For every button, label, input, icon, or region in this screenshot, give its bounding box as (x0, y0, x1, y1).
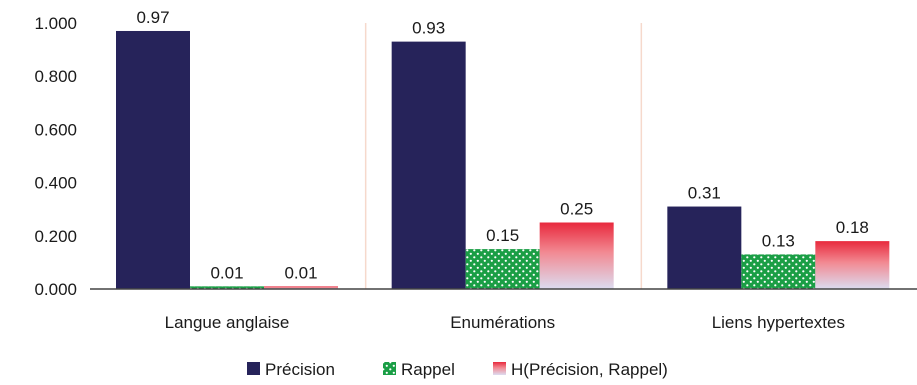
category-separators (364, 23, 643, 289)
bar-rappel (465, 249, 540, 289)
data-label: 0.31 (688, 184, 721, 203)
y-tick-label: 0.400 (34, 174, 77, 193)
y-tick-label: 0.000 (34, 280, 77, 299)
bar-rappel (190, 286, 264, 289)
bars (116, 30, 890, 290)
data-label: 0.13 (762, 231, 795, 250)
data-label: 0.93 (412, 19, 445, 38)
legend-label: H(Précision, Rappel) (511, 360, 668, 379)
x-category-label: Liens hypertextes (712, 313, 845, 332)
legend-swatch (383, 362, 396, 375)
data-label: 0.01 (210, 263, 243, 282)
data-label: 0.15 (486, 226, 519, 245)
y-axis: 0.000 0.200 0.400 0.600 0.800 1.000 (34, 14, 77, 299)
data-labels: 0.97 0.93 0.31 0.01 0.15 0.13 0.01 0.25 0.18 (136, 8, 868, 282)
data-label: 0.97 (136, 8, 169, 27)
data-label: 0.25 (560, 200, 593, 219)
y-tick-label: 0.800 (34, 67, 77, 86)
legend-label: Rappel (401, 360, 455, 379)
legend-label: Précision (265, 360, 335, 379)
legend: Précision Rappel H(Précision, Rappel) (247, 360, 668, 379)
bar-pr-cision (116, 30, 190, 289)
bar-h-pr-cision-rappel (264, 286, 338, 289)
y-tick-label: 1.000 (34, 14, 77, 33)
legend-item: Précision (247, 360, 335, 379)
legend-swatch (247, 362, 260, 375)
x-category-label: Langue anglaise (165, 313, 290, 332)
bar-h-pr-cision-rappel (815, 241, 890, 289)
x-category-label: Enumérations (450, 313, 555, 332)
data-label: 0.01 (284, 263, 317, 282)
bar-pr-cision (667, 206, 742, 289)
data-label: 0.18 (836, 218, 869, 237)
x-axis: Langue anglaise Enumérations Liens hyperte… (90, 288, 917, 332)
legend-item: H(Précision, Rappel) (493, 360, 668, 379)
y-tick-label: 0.200 (34, 227, 77, 246)
legend-swatch (493, 362, 506, 375)
y-tick-label: 0.600 (34, 120, 77, 139)
bar-rappel (741, 254, 816, 289)
legend-item: Rappel (383, 360, 455, 379)
bar-h-pr-cision-rappel (539, 222, 614, 289)
bar-pr-cision (391, 41, 466, 290)
